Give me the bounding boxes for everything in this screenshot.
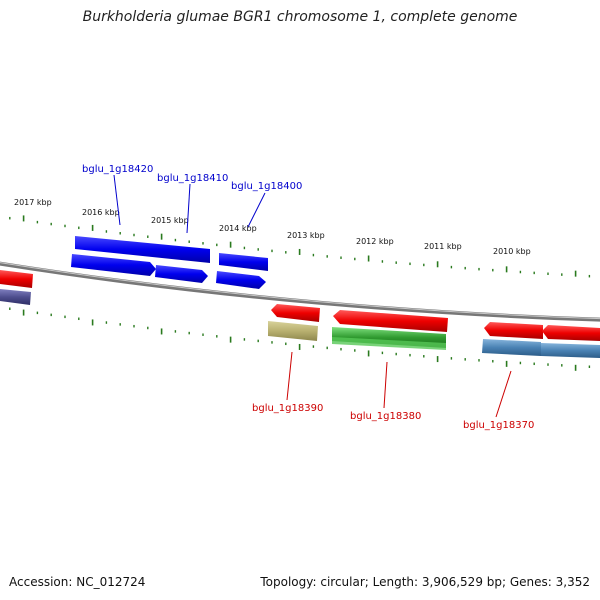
chromosome-backbone — [0, 261, 600, 322]
gene-label: bglu_1g18370 — [463, 420, 534, 431]
accession-label: Accession: NC_012724 — [9, 575, 146, 589]
tick-ring-outer — [9, 215, 591, 278]
kbp-label: 2016 kbp — [82, 208, 120, 217]
gene-label: bglu_1g18380 — [350, 411, 421, 422]
genome-info-label: Topology: circular; Length: 3,906,529 bp… — [260, 575, 590, 589]
gene-bglu_1g18390[interactable] — [268, 304, 320, 341]
gene-bglu_1g18380[interactable] — [332, 310, 448, 350]
kbp-label: 2012 kbp — [356, 237, 394, 246]
leader-line — [186, 183, 191, 234]
chromosome-backbone-highlight — [0, 262, 600, 320]
tick-ring-inner — [9, 307, 591, 371]
kbp-label: 2013 kbp — [287, 231, 325, 240]
kbp-label: 2015 kbp — [151, 216, 189, 225]
kbp-label: 2014 kbp — [219, 224, 257, 233]
leader-line — [383, 361, 388, 409]
gene-bglu_1g18410[interactable] — [71, 254, 208, 283]
gene-left-edge[interactable] — [0, 270, 33, 305]
kbp-label: 2011 kbp — [424, 242, 462, 251]
leader-line — [495, 370, 512, 418]
gene-bglu_1g18400[interactable] — [216, 253, 268, 289]
gene-bglu_1g18420[interactable] — [75, 236, 210, 263]
leader-line — [113, 174, 121, 226]
gene-label: bglu_1g18420 — [82, 164, 153, 175]
gene-label: bglu_1g18390 — [252, 403, 323, 414]
leader-line — [247, 192, 266, 228]
map-title: Burkholderia glumae BGR1 chromosome 1, c… — [82, 9, 518, 25]
leader-line — [286, 351, 293, 401]
kbp-label: 2017 kbp — [14, 198, 52, 207]
kbp-label: 2010 kbp — [493, 247, 531, 256]
gene-label: bglu_1g18410 — [157, 173, 228, 184]
gene-bglu_1g18370[interactable] — [482, 322, 600, 358]
gene-label: bglu_1g18400 — [231, 181, 302, 192]
